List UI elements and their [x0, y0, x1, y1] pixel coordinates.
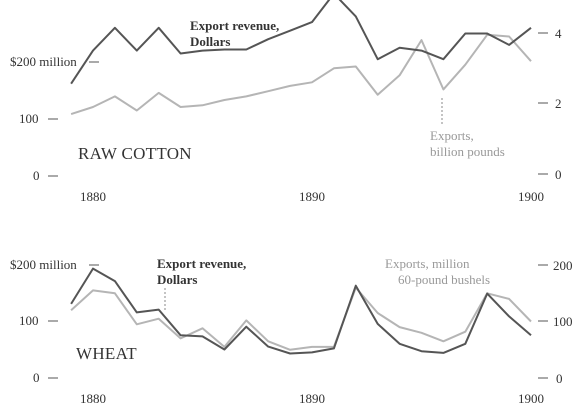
cotton-exports-annotation-line2: billion pounds — [430, 144, 505, 159]
cotton-panel: RAW COTTON $200 million 100 0 4 2 0 1880… — [10, 0, 562, 204]
cotton-right-tick-4: 4 — [555, 26, 562, 41]
wheat-revenue-annotation-line1: Export revenue, — [157, 256, 246, 271]
wheat-right-tick-100: 100 — [553, 314, 573, 329]
cotton-exports-annotation-line1: Exports, — [430, 128, 474, 143]
wheat-exports-annotation-line1: Exports, million — [385, 256, 470, 271]
wheat-panel: WHEAT $200 million 100 0 200 100 0 1880 … — [10, 256, 573, 406]
wheat-left-tick-100: 100 — [19, 313, 39, 328]
cotton-revenue-annotation-line2: Dollars — [190, 34, 230, 49]
wheat-x-tick-1900: 1900 — [518, 391, 544, 406]
cotton-exports-line — [70, 33, 532, 116]
wheat-revenue-annotation-line2: Dollars — [157, 272, 197, 287]
cotton-revenue-annotation-line1: Export revenue, — [190, 18, 279, 33]
wheat-x-tick-1880: 1880 — [80, 391, 106, 406]
cotton-x-tick-1890: 1890 — [299, 189, 325, 204]
wheat-left-tick-0: 0 — [33, 370, 40, 385]
wheat-exports-line — [70, 286, 532, 351]
cotton-left-tick-100: 100 — [19, 111, 39, 126]
wheat-x-tick-1890: 1890 — [299, 391, 325, 406]
cotton-x-tick-1900: 1900 — [518, 189, 544, 204]
cotton-title: RAW COTTON — [78, 144, 192, 163]
cotton-x-tick-1880: 1880 — [80, 189, 106, 204]
wheat-revenue-line — [70, 267, 532, 355]
wheat-left-tick-200: $200 million — [10, 257, 77, 272]
cotton-left-tick-200: $200 million — [10, 54, 77, 69]
cotton-revenue-line — [70, 0, 532, 85]
wheat-right-tick-0: 0 — [556, 371, 563, 386]
wheat-right-tick-200: 200 — [553, 258, 573, 273]
wheat-exports-annotation-line2: 60-pound bushels — [398, 272, 490, 287]
cotton-right-tick-0: 0 — [555, 167, 562, 182]
cotton-left-tick-0: 0 — [33, 168, 40, 183]
cotton-right-tick-2: 2 — [555, 96, 562, 111]
wheat-title: WHEAT — [76, 344, 137, 363]
